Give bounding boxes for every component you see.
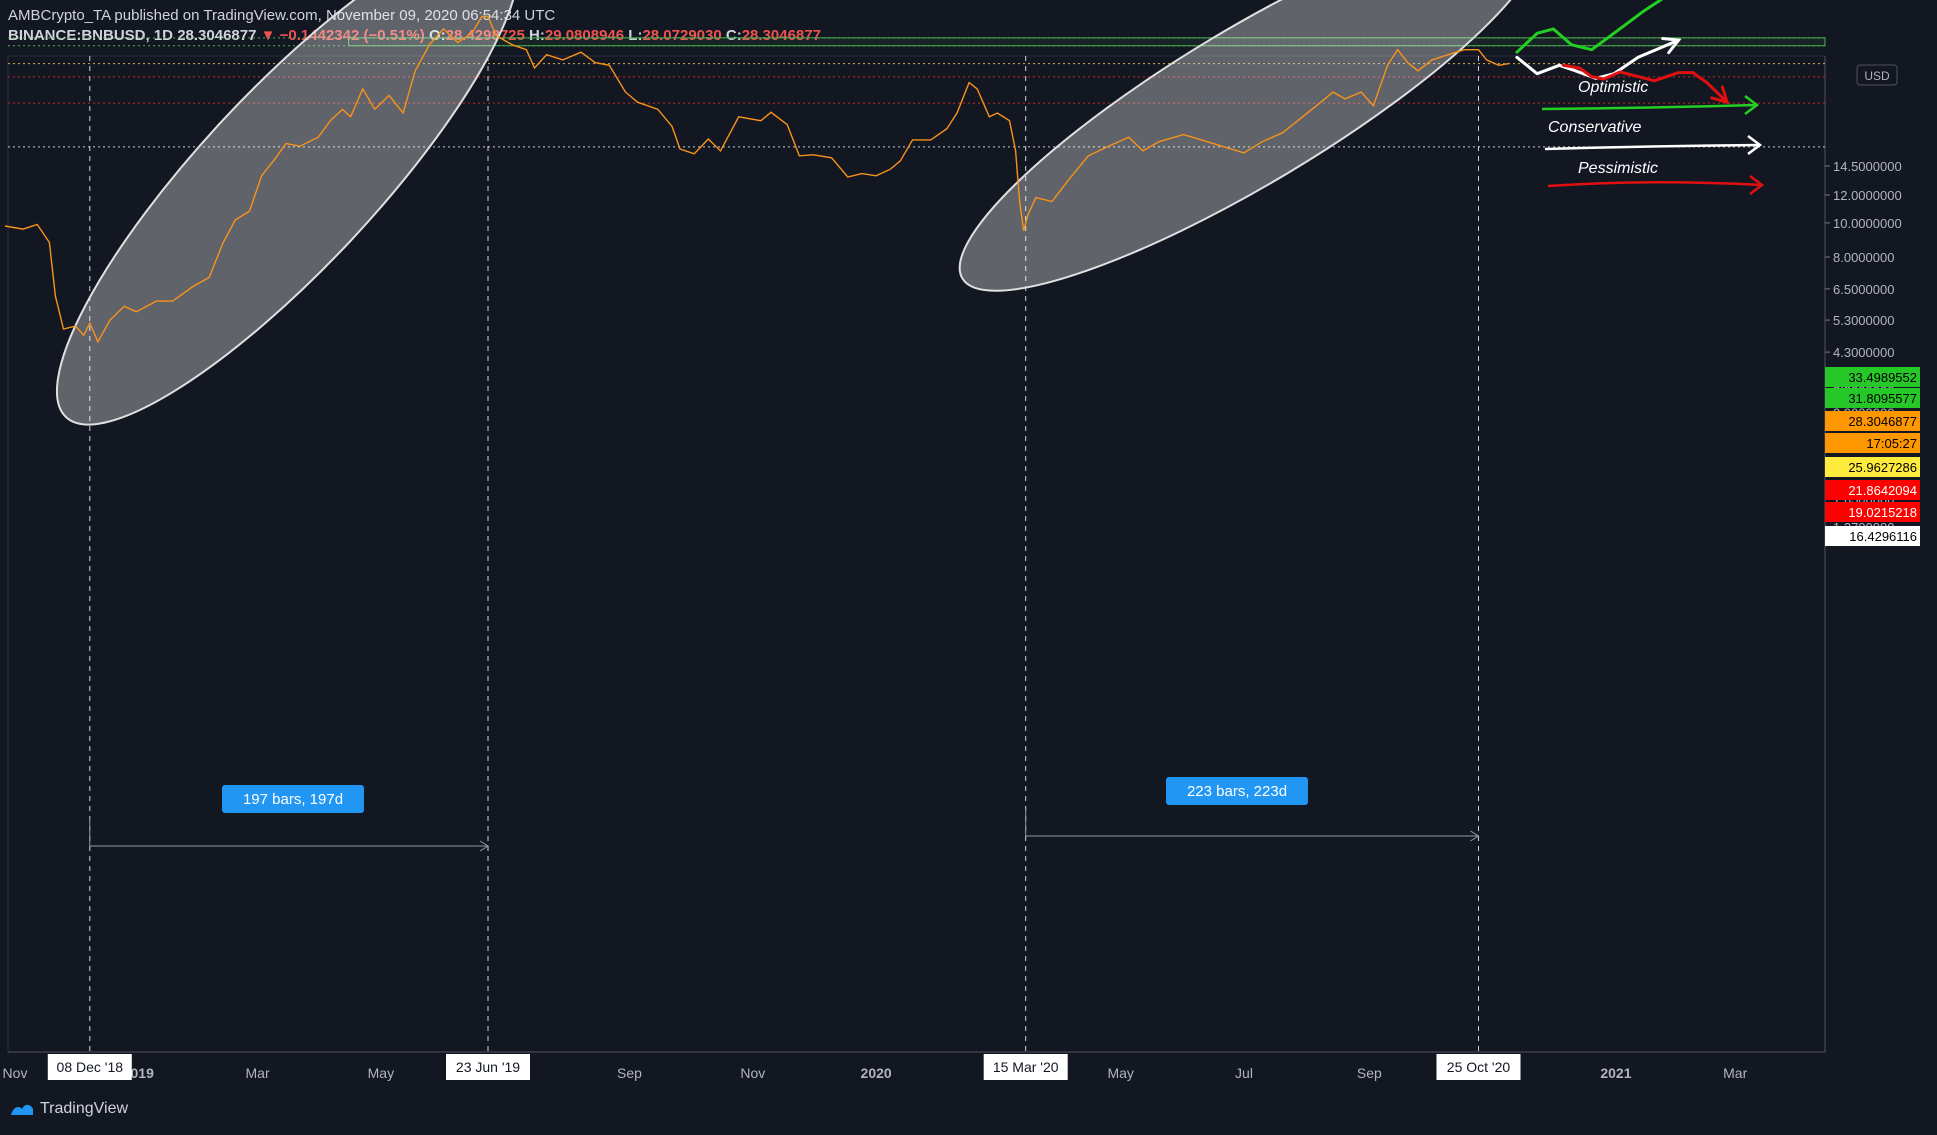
price-level-label: 31.8095577 — [1848, 391, 1917, 406]
chart-header: AMBCrypto_TA published on TradingView.co… — [8, 6, 821, 46]
price-level-label: 19.0215218 — [1848, 505, 1917, 520]
legend-label: Pessimistic — [1578, 160, 1658, 177]
date-marker-label: 15 Mar '20 — [993, 1059, 1059, 1075]
price-level-label: 17:05:27 — [1866, 436, 1917, 451]
date-marker-box — [47, 1054, 132, 1080]
x-tick-label: Mar — [1723, 1065, 1747, 1081]
price-level-badge — [1825, 502, 1920, 522]
date-marker-box — [1436, 1054, 1521, 1080]
price-level-badge — [1825, 411, 1920, 431]
legend-label: Conservative — [1548, 119, 1641, 136]
open-value: 28.4298725 — [446, 27, 525, 44]
date-marker-label: 08 Dec '18 — [57, 1059, 124, 1075]
price-level-label: 21.8642094 — [1848, 483, 1917, 498]
x-tick-label: Mar — [246, 1065, 270, 1081]
x-tick-label: Nov — [740, 1065, 765, 1081]
legend-arrow-icon — [1747, 135, 1763, 155]
y-tick-label: 5.3000000 — [1833, 313, 1894, 328]
symbol-info: BINANCE:BNBUSD, 1D 28.3046877 ▼ −0.14423… — [8, 27, 821, 44]
x-tick-label: Nov — [3, 1065, 28, 1081]
high-value: 29.0808946 — [544, 27, 625, 44]
x-tick-label: Sep — [1357, 1065, 1382, 1081]
scenario-path — [1561, 63, 1729, 104]
publish-info: AMBCrypto_TA published on TradingView.co… — [8, 7, 556, 24]
currency-label: USD — [1864, 69, 1890, 83]
symbol: BINANCE:BNBUSD, 1D — [8, 27, 174, 44]
tradingview-brand[interactable]: TradingView — [10, 1100, 128, 1118]
y-tick-label: 12.0000000 — [1833, 188, 1902, 203]
price-level-label: 33.4989552 — [1848, 370, 1917, 385]
last-price: 28.3046877 — [177, 27, 257, 44]
price-level-badge — [1825, 526, 1920, 546]
x-tick-label: Jul — [1235, 1065, 1253, 1081]
x-tick-label: May — [368, 1065, 394, 1081]
range-label: 197 bars, 197d — [243, 791, 343, 808]
y-tick-label: 6.5000000 — [1833, 282, 1894, 297]
price-level-badge — [1825, 367, 1920, 387]
date-marker-box — [446, 1054, 531, 1080]
price-level-label: 16.4296116 — [1849, 529, 1917, 544]
range-arrow-icon — [479, 840, 489, 852]
price-level-badge — [1825, 388, 1920, 408]
resistance-zone — [348, 37, 1826, 47]
date-marker-box — [983, 1054, 1068, 1080]
y-tick-label: 8.0000000 — [1833, 250, 1894, 265]
scenario-path — [1515, 0, 1664, 54]
x-tick-label: Sep — [617, 1065, 642, 1081]
y-tick-label: 10.0000000 — [1833, 216, 1902, 231]
low-value: 28.0729030 — [642, 27, 722, 44]
currency-box — [1856, 64, 1898, 86]
date-marker-label: 23 Jun '19 — [456, 1059, 520, 1075]
price-series-line — [4, 15, 1509, 344]
range-label-box — [1166, 777, 1308, 805]
legend-label: Optimistic — [1578, 79, 1648, 96]
x-tick-label: 2021 — [1600, 1065, 1631, 1081]
down-arrow-icon: ▼ — [260, 27, 276, 44]
range-arrow-icon — [1470, 830, 1480, 842]
legend-arrow-icon — [1749, 175, 1765, 195]
legend-line — [1544, 143, 1761, 151]
date-marker-label: 25 Oct '20 — [1447, 1059, 1511, 1075]
price-level-label: 25.9627286 — [1848, 460, 1917, 475]
scenario-arrow-icon — [1710, 85, 1730, 105]
scenario-arrow-icon — [1661, 37, 1682, 55]
legend-line — [1541, 103, 1758, 111]
scenario-path — [1515, 38, 1681, 80]
range-label: 223 bars, 223d — [1187, 783, 1287, 800]
close-value: 28.3046877 — [741, 27, 821, 44]
legend-line — [1547, 180, 1763, 188]
highlight-ellipse — [958, 0, 1542, 292]
y-tick-label: 4.3000000 — [1833, 345, 1894, 360]
price-level-badge — [1825, 480, 1920, 500]
y-tick-label: 14.5000000 — [1833, 159, 1902, 174]
x-tick-label: May — [1107, 1065, 1133, 1081]
price-level-badge — [1825, 457, 1920, 477]
range-label-box — [222, 785, 364, 813]
legend-arrow-icon — [1744, 95, 1760, 115]
price-level-label: 28.3046877 — [1848, 414, 1917, 429]
tradingview-logo-icon — [11, 1104, 33, 1115]
highlight-ellipse — [55, 0, 520, 426]
x-tick-label: 2020 — [861, 1065, 892, 1081]
price-level-badge — [1825, 433, 1920, 453]
